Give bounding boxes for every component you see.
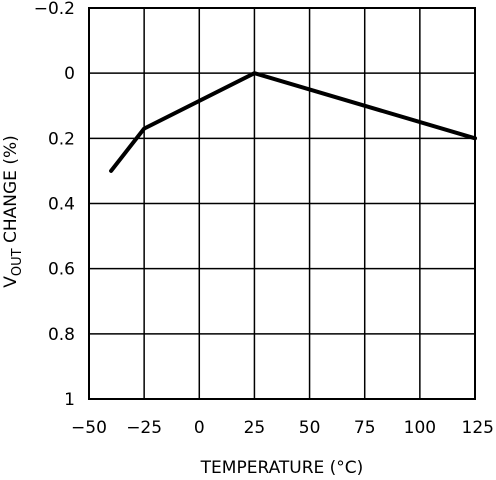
plot-frame: [88, 7, 476, 400]
series-line: [109, 71, 477, 173]
y-axis-title-subscript: OUT: [10, 248, 25, 276]
y-axis-title-suffix: CHANGE (%): [1, 135, 21, 248]
y-tick-labels: −0.2 0 0.2 0.4 0.6 0.8 1: [34, 0, 75, 410]
x-tick-label: 25: [244, 418, 266, 438]
x-tick-label: 0: [194, 418, 205, 438]
y-tick-label: 0.6: [48, 260, 75, 280]
y-tick-label: 0: [64, 64, 75, 84]
x-tick-label: −50: [71, 418, 107, 438]
x-tick-label: 50: [299, 418, 321, 438]
x-tick-label: 75: [354, 418, 376, 438]
y-tick-label: 0.2: [48, 129, 75, 149]
grid: [88, 7, 476, 400]
y-axis-title: VOUT CHANGE (%): [1, 135, 25, 287]
x-axis-title: TEMPERATURE (°C): [200, 458, 364, 478]
series-layer: [109, 71, 477, 173]
x-tick-labels: −50 −25 0 25 50 75 100 125: [71, 418, 494, 438]
x-tick-label: −25: [126, 418, 162, 438]
x-tick-label: 100: [404, 418, 436, 438]
y-axis-title-prefix: V: [1, 276, 21, 288]
y-tick-label: 0.8: [48, 325, 75, 345]
x-tick-label: 125: [462, 418, 494, 438]
y-tick-label: −0.2: [34, 0, 75, 19]
y-tick-label: 1: [64, 390, 75, 410]
y-tick-label: 0.4: [48, 195, 75, 215]
